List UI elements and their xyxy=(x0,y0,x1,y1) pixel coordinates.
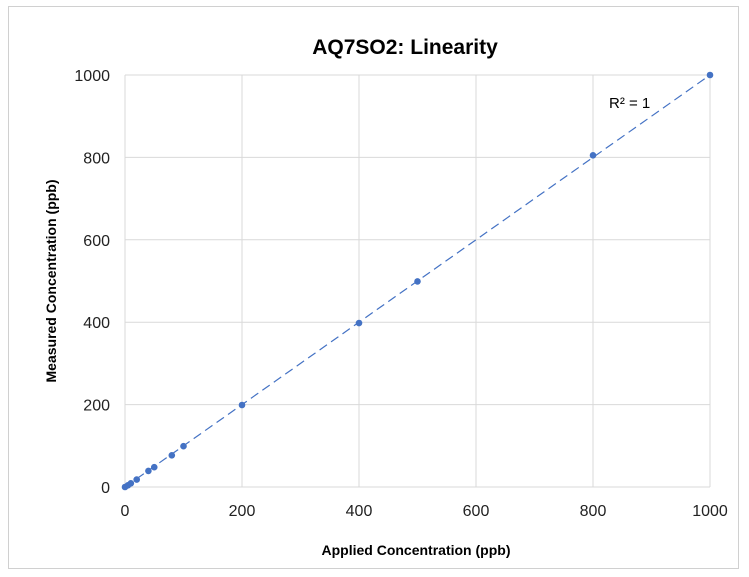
data-point xyxy=(180,442,187,450)
x-tick-label: 200 xyxy=(229,503,256,520)
data-point xyxy=(414,278,421,285)
data-point xyxy=(150,463,158,471)
y-tick-labels: 0 200 400 600 800 1000 xyxy=(74,68,110,497)
x-tick-label: 1000 xyxy=(692,503,728,520)
data-points xyxy=(121,71,714,491)
data-point xyxy=(589,152,597,159)
x-tick-label: 400 xyxy=(346,503,373,520)
x-tick-label: 800 xyxy=(580,503,607,520)
data-point xyxy=(168,451,176,459)
x-axis-label: Applied Concentration (ppb) xyxy=(322,542,511,558)
x-tick-labels: 0 200 400 600 800 1000 xyxy=(121,503,728,520)
y-tick-label: 0 xyxy=(101,480,110,497)
data-point xyxy=(238,401,246,409)
chart-frame xyxy=(8,6,739,569)
y-axis-label: Measured Concentration (ppb) xyxy=(43,179,59,382)
data-point xyxy=(355,319,363,327)
y-tick-label: 1000 xyxy=(74,68,110,85)
y-tick-label: 600 xyxy=(83,233,110,250)
x-tick-label: 600 xyxy=(463,503,490,520)
y-tick-label: 400 xyxy=(83,315,110,332)
y-tick-label: 200 xyxy=(83,398,110,415)
y-tick-label: 800 xyxy=(83,150,110,167)
data-point xyxy=(127,479,135,487)
gridlines xyxy=(124,74,711,488)
r-squared-label: R² = 1 xyxy=(609,95,650,112)
data-point xyxy=(145,467,152,475)
x-tick-label: 0 xyxy=(121,503,130,520)
chart-title: AQ7SO2: Linearity xyxy=(312,36,498,59)
data-point xyxy=(133,476,140,483)
data-point xyxy=(706,71,714,79)
